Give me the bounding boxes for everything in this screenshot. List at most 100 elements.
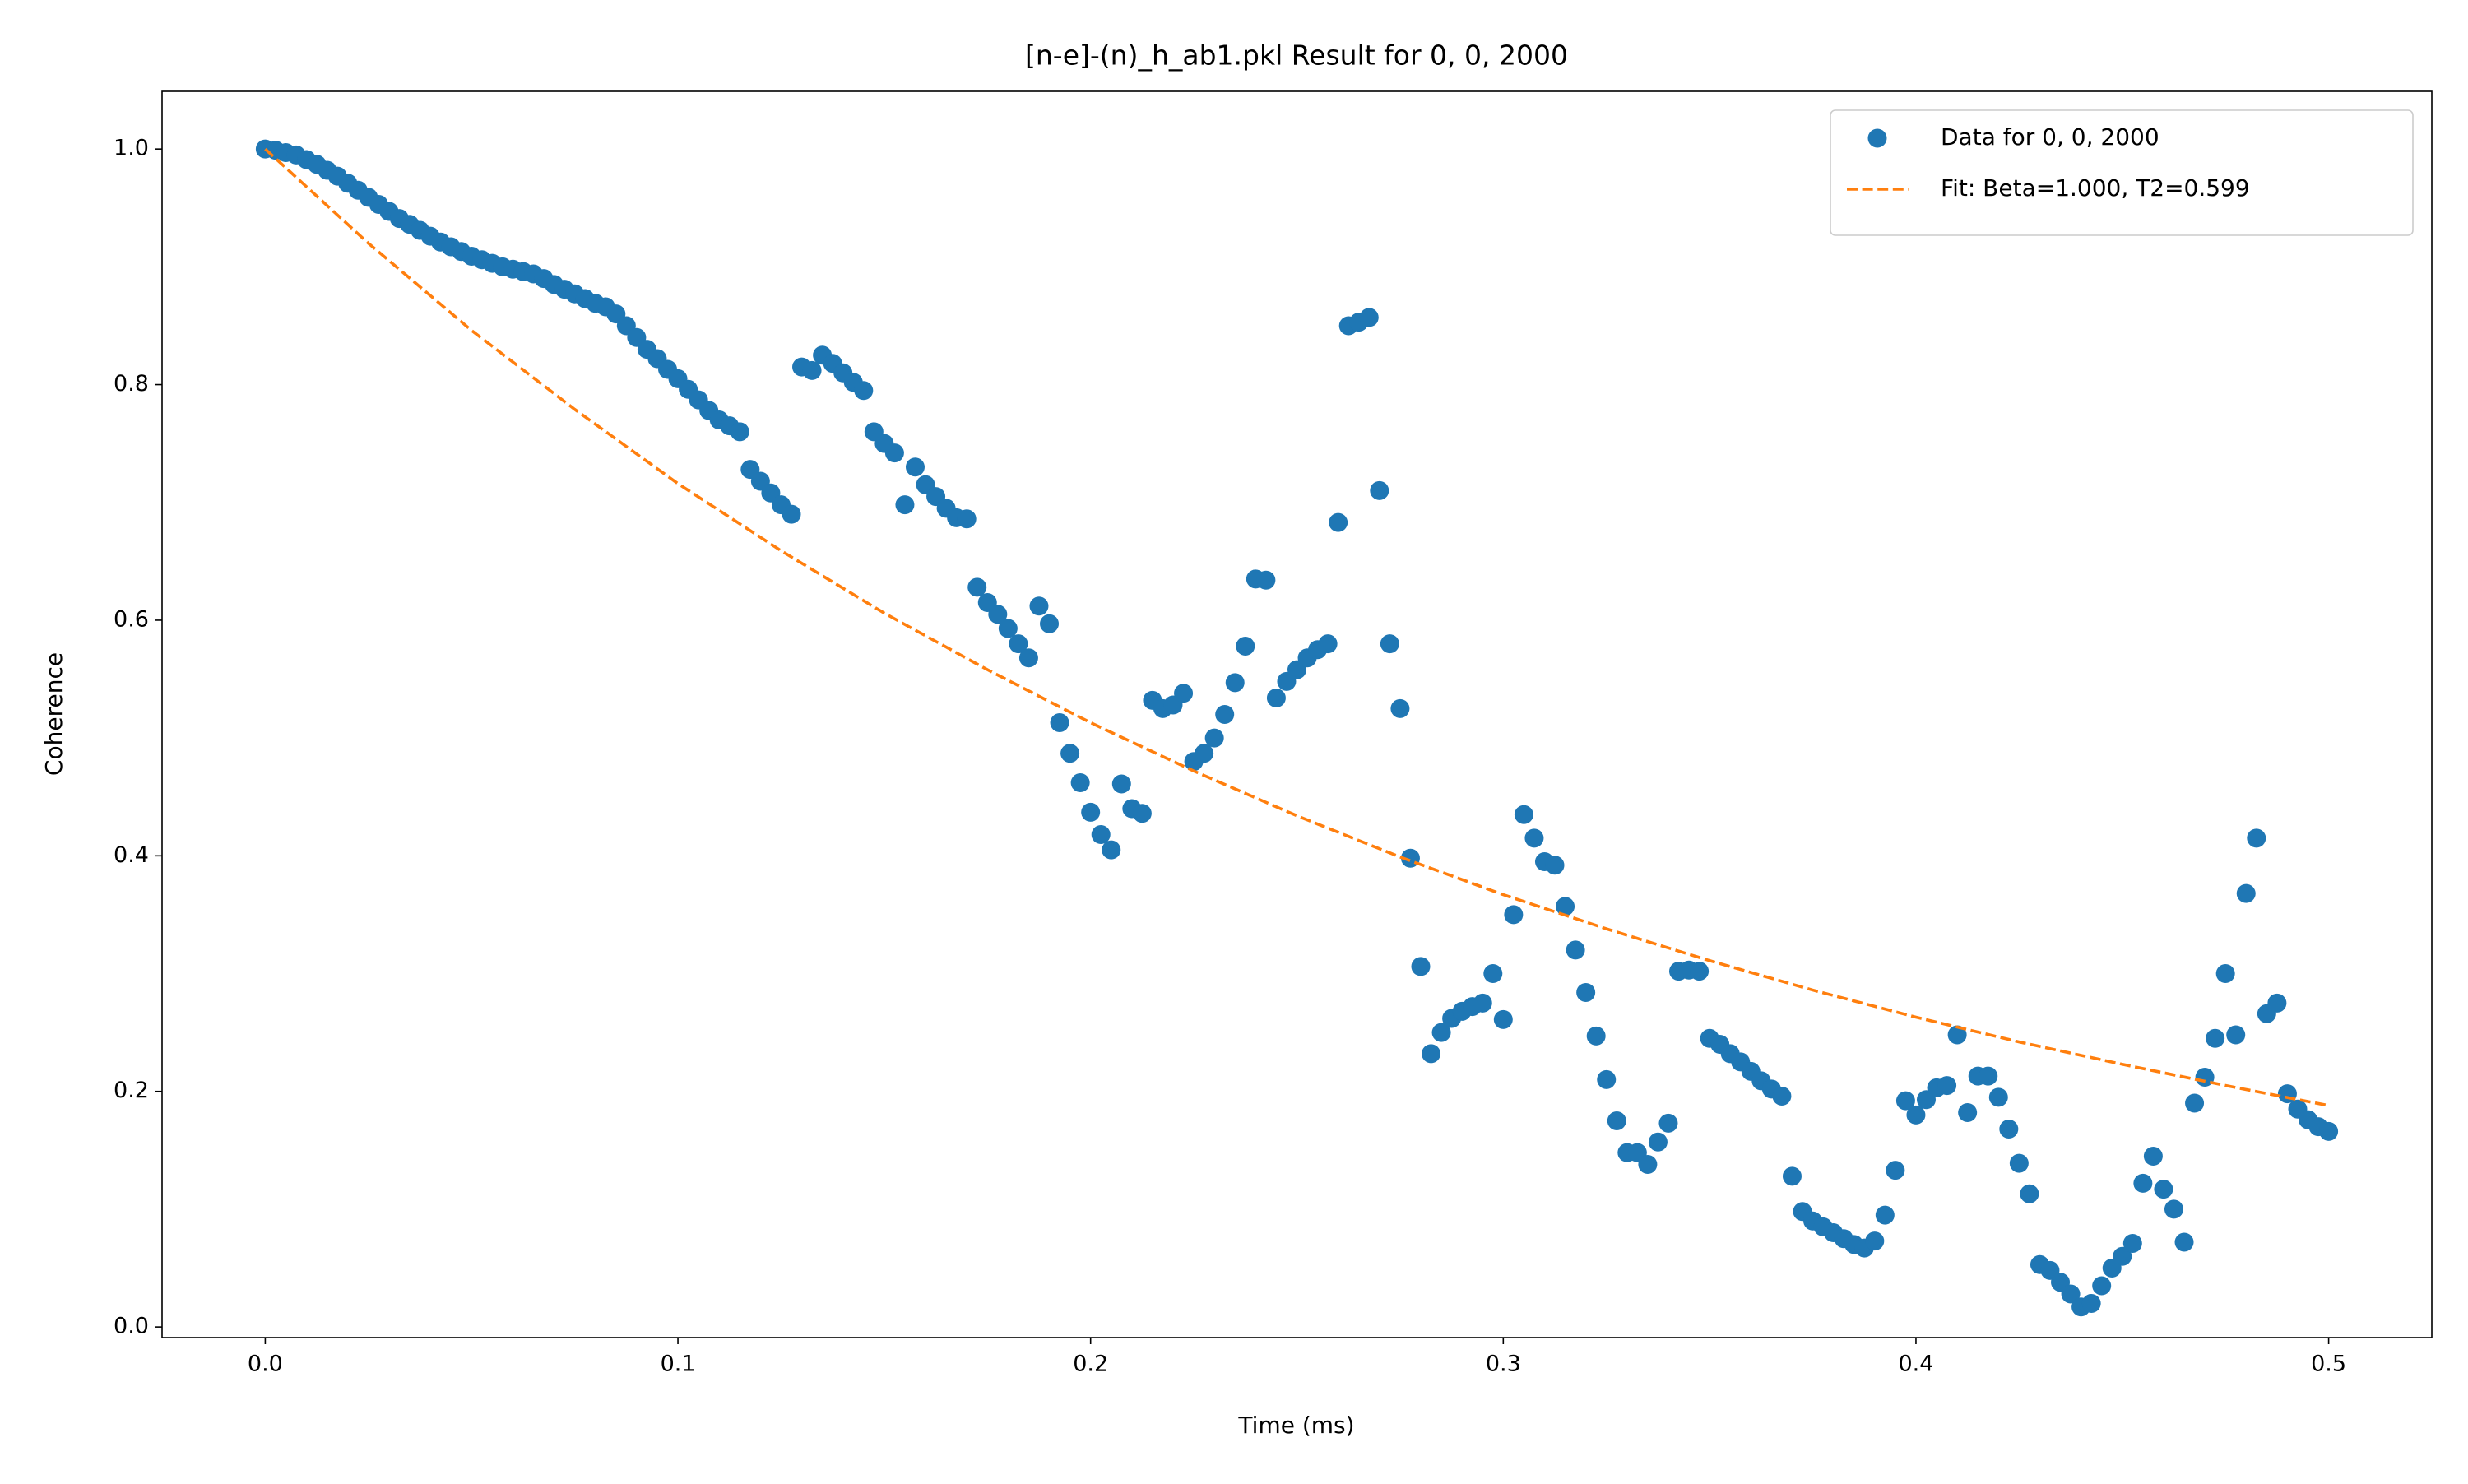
data-point: [895, 495, 915, 515]
x-tick-label: 0.1: [661, 1352, 696, 1377]
data-point: [1256, 570, 1276, 590]
data-point: [1060, 744, 1080, 763]
data-point: [1204, 728, 1224, 748]
legend-label: Data for 0, 0, 2000: [1941, 123, 2160, 151]
data-point: [2319, 1121, 2339, 1141]
data-point: [1266, 688, 1286, 707]
data-point: [2164, 1199, 2183, 1219]
data-point: [1473, 993, 1492, 1013]
y-tick-label: 0.2: [114, 1078, 149, 1103]
data-point: [1524, 828, 1544, 848]
data-point: [2185, 1093, 2205, 1113]
data-point: [2020, 1184, 2039, 1203]
data-point: [2236, 883, 2256, 903]
x-tick-label: 0.3: [1486, 1352, 1521, 1377]
data-point: [2174, 1232, 2194, 1252]
data-point: [1225, 673, 1245, 693]
y-tick-label: 0.4: [114, 842, 149, 868]
data-point: [1380, 634, 1399, 654]
data-point: [2195, 1068, 2215, 1087]
data-point: [1886, 1161, 1905, 1180]
data-point: [2247, 828, 2266, 848]
data-point: [1111, 774, 1131, 794]
data-point: [854, 381, 874, 401]
x-tick-label: 0.5: [2311, 1352, 2346, 1377]
data-point: [967, 577, 987, 597]
data-point: [2154, 1180, 2173, 1199]
data-point: [1586, 1026, 1606, 1046]
data-point: [1937, 1076, 1957, 1096]
plot-frame: [161, 90, 2433, 1338]
data-point: [1895, 1091, 1915, 1111]
data-point: [782, 504, 801, 524]
data-point: [1422, 1044, 1441, 1064]
data-point: [1958, 1102, 1978, 1122]
data-point: [1018, 648, 1038, 668]
y-tick-label: 0.8: [114, 371, 149, 397]
data-point: [1979, 1066, 1998, 1086]
legend-marker: [1867, 128, 1887, 148]
data-point: [1029, 596, 1049, 616]
data-point: [1318, 634, 1338, 654]
data-point: [1875, 1205, 1895, 1225]
data-point: [1865, 1231, 1885, 1251]
data-point: [1390, 698, 1410, 718]
data-point: [1009, 634, 1028, 654]
data-point: [2215, 964, 2235, 984]
data-point: [730, 422, 749, 442]
data-point: [2267, 993, 2287, 1013]
data-point: [1597, 1069, 1617, 1089]
x-tick-label: 0.0: [248, 1352, 283, 1377]
data-point: [2143, 1146, 2163, 1166]
data-point: [1236, 636, 1255, 656]
data-point: [1132, 804, 1152, 823]
y-axis-label: Coherence: [40, 652, 67, 776]
data-point: [1102, 840, 1121, 860]
data-point: [2226, 1025, 2246, 1045]
x-tick-label: 0.2: [1073, 1352, 1108, 1377]
data-point: [1215, 705, 1235, 724]
fit-line: [264, 147, 2329, 1107]
data-point: [2092, 1276, 2112, 1296]
data-point: [1359, 308, 1379, 327]
data-point: [2133, 1173, 2153, 1193]
data-point: [905, 457, 925, 477]
y-tick-label: 0.6: [114, 606, 149, 632]
x-tick-label: 0.4: [1898, 1352, 1933, 1377]
data-point: [1658, 1113, 1678, 1133]
data-point: [1999, 1120, 2019, 1139]
data-point: [802, 360, 822, 380]
data-point: [1411, 957, 1431, 976]
data-point: [1483, 964, 1503, 984]
data-point: [1607, 1111, 1626, 1131]
data-point: [1070, 773, 1090, 793]
x-axis-label: Time (ms): [1237, 1412, 1354, 1439]
data-point: [2061, 1284, 2081, 1304]
data-point: [1772, 1086, 1792, 1106]
chart-title: [n-e]-(n)_h_ab1.pkl Result for 0, 0, 200…: [1025, 39, 1568, 72]
data-point: [2122, 1233, 2142, 1253]
data-point: [1514, 805, 1533, 824]
legend-label: Fit: Beta=1.000, T2=0.599: [1941, 174, 2250, 202]
data-point: [1690, 962, 1710, 981]
data-point: [1988, 1087, 2008, 1107]
data-point: [2206, 1028, 2225, 1048]
data-point: [1556, 897, 1575, 916]
data-point: [1576, 982, 1596, 1002]
data-point: [1329, 512, 1348, 532]
data-point: [1081, 802, 1101, 822]
data-point: [1370, 480, 1389, 500]
data-point: [2009, 1153, 2029, 1173]
data-point: [2113, 1246, 2132, 1266]
data-point: [1040, 614, 1060, 633]
data-point: [1195, 744, 1214, 763]
data-point: [1906, 1105, 1926, 1125]
y-tick-label: 1.0: [114, 136, 149, 161]
data-point: [884, 443, 904, 463]
data-point: [1947, 1025, 1967, 1045]
data-point: [1782, 1166, 1802, 1186]
data-point: [1648, 1132, 1668, 1152]
data-point: [1504, 905, 1524, 925]
